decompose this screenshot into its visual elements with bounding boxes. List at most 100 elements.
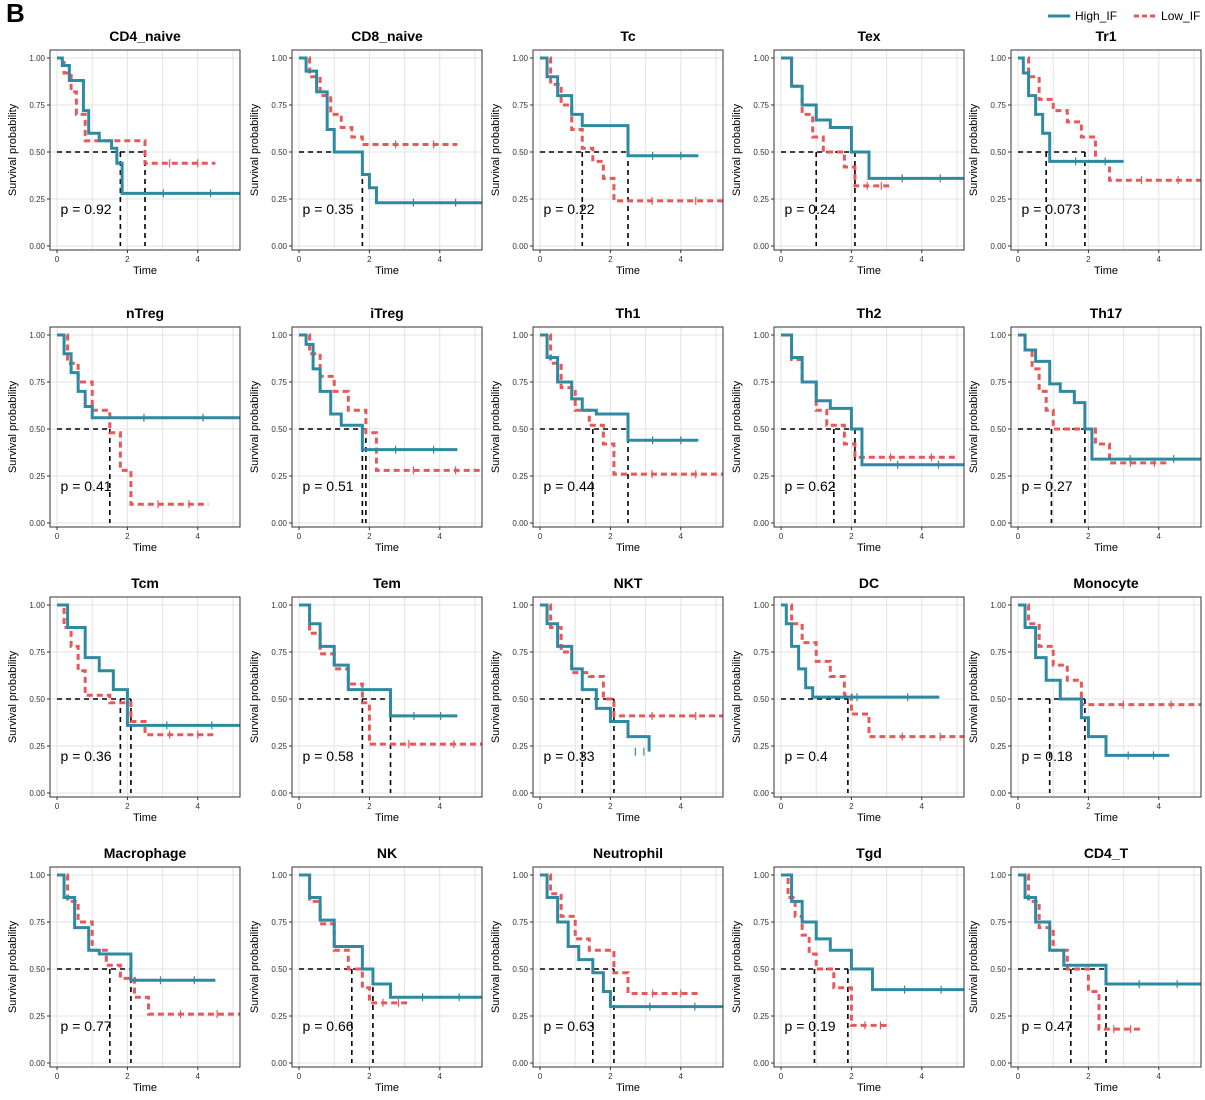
p-value-label: p = 0.63 — [544, 1018, 595, 1034]
y-tick-label: 0.25 — [271, 195, 287, 204]
survival-curve-low-if — [781, 603, 964, 739]
x-tick-label: 0 — [297, 1072, 302, 1081]
panel-border — [532, 866, 724, 1068]
x-tick-label: 2 — [849, 532, 854, 541]
panel-border — [1010, 596, 1202, 798]
panel-border — [291, 596, 483, 798]
panel-title: NK — [377, 845, 397, 861]
y-tick-label: 0.75 — [753, 101, 769, 110]
y-axis-label: Survival probability — [968, 920, 980, 1013]
y-tick-label: 0.25 — [512, 472, 528, 481]
median-lines — [57, 428, 111, 523]
x-tick-label: 0 — [297, 802, 302, 811]
y-tick-label: 0.00 — [271, 1059, 287, 1068]
survival-curve-high-if — [1018, 603, 1170, 757]
median-lines — [781, 698, 849, 793]
legend-label-high-if: High_IF — [1075, 9, 1118, 23]
panel-grid — [774, 867, 964, 1067]
x-axis-label: Time — [616, 542, 640, 554]
legend: High_IF Low_IF — [1047, 7, 1200, 25]
panel-border — [1010, 326, 1202, 528]
y-tick-label: 0.25 — [990, 195, 1006, 204]
panel-title: Tcm — [131, 575, 159, 591]
x-tick-label: 4 — [920, 802, 925, 811]
x-tick-label: 4 — [438, 1072, 443, 1081]
y-tick-label: 0.75 — [990, 378, 1006, 387]
x-tick-label: 4 — [1157, 255, 1162, 264]
y-tick-label: 0.50 — [29, 148, 45, 157]
y-tick-label: 1.00 — [271, 331, 287, 340]
p-value-label: p = 0.77 — [61, 1018, 112, 1034]
y-tick-label: 1.00 — [753, 871, 769, 880]
km-panel-tem: Tem 0.00 0.25 0.50 0.75 1.00 0 2 4 Time Survival p… — [249, 575, 483, 824]
y-tick-label: 0.50 — [512, 965, 528, 974]
median-lines — [781, 968, 849, 1063]
y-tick-label: 0.50 — [753, 148, 769, 157]
y-tick-label: 0.75 — [271, 648, 287, 657]
y-tick-label: 0.00 — [990, 789, 1006, 798]
panel-title: nTreg — [126, 305, 164, 321]
median-lines — [57, 698, 132, 793]
y-axis-label: Survival probability — [490, 920, 502, 1013]
km-panel-tgd: Tgd 0.00 0.25 0.50 0.75 1.00 0 2 4 Time Survival p… — [731, 845, 965, 1094]
panel-title: Th2 — [857, 305, 882, 321]
p-value-label: p = 0.51 — [303, 478, 354, 494]
survival-curve-low-if — [1018, 333, 1170, 465]
y-tick-label: 0.75 — [512, 101, 528, 110]
y-tick-label: 1.00 — [990, 331, 1006, 340]
p-value-label: p = 0.58 — [303, 748, 354, 764]
y-axis-label: Survival probability — [968, 380, 980, 473]
y-axis-label: Survival probability — [731, 380, 743, 473]
panel-grid — [1011, 327, 1201, 527]
survival-curve-high-if — [540, 56, 699, 158]
x-tick-label: 0 — [779, 802, 784, 811]
y-tick-label: 0.25 — [512, 742, 528, 751]
x-tick-label: 4 — [438, 532, 443, 541]
survival-curve-low-if — [57, 873, 240, 1016]
y-axis-label: Survival probability — [731, 103, 743, 196]
y-tick-label: 1.00 — [29, 331, 45, 340]
y-tick-label: 1.00 — [512, 331, 528, 340]
survival-curve-low-if — [57, 56, 216, 165]
x-axis-label: Time — [375, 1082, 399, 1094]
y-tick-label: 0.25 — [990, 472, 1006, 481]
survival-curve-low-if — [1018, 873, 1142, 1031]
x-tick-label: 2 — [849, 255, 854, 264]
panel-title: Tr1 — [1095, 28, 1116, 44]
y-tick-label: 0.75 — [753, 648, 769, 657]
y-tick-label: 0.25 — [753, 1012, 769, 1021]
x-axis-label: Time — [375, 265, 399, 277]
y-tick-label: 0.00 — [990, 242, 1006, 251]
y-tick-label: 0.50 — [29, 695, 45, 704]
y-tick-label: 0.25 — [753, 742, 769, 751]
y-tick-label: 0.50 — [753, 425, 769, 434]
x-tick-label: 2 — [608, 802, 613, 811]
survival-curve-high-if — [57, 333, 240, 420]
panel-border — [773, 596, 965, 798]
y-tick-label: 0.50 — [753, 695, 769, 704]
km-panel-th1: Th1 0.00 0.25 0.50 0.75 1.00 0 2 4 Time Survival p… — [490, 305, 724, 554]
x-tick-label: 2 — [608, 532, 613, 541]
x-axis-label: Time — [1094, 542, 1118, 554]
y-tick-label: 0.25 — [271, 742, 287, 751]
survival-curve-high-if — [57, 56, 240, 195]
y-tick-label: 0.00 — [271, 519, 287, 528]
x-axis-label: Time — [375, 542, 399, 554]
y-tick-label: 0.75 — [29, 648, 45, 657]
panel-curves — [57, 56, 240, 246]
panel-curves — [299, 603, 482, 793]
y-tick-label: 0.50 — [271, 965, 287, 974]
y-tick-label: 0.75 — [512, 648, 528, 657]
y-tick-label: 0.50 — [990, 148, 1006, 157]
y-tick-label: 1.00 — [753, 54, 769, 63]
survival-curve-low-if — [299, 56, 458, 146]
panel-title: CD4_T — [1084, 845, 1129, 861]
x-tick-label: 0 — [55, 1072, 60, 1081]
y-tick-label: 0.50 — [990, 425, 1006, 434]
p-value-label: p = 0.22 — [544, 201, 595, 217]
x-tick-label: 2 — [125, 532, 130, 541]
y-tick-label: 1.00 — [29, 871, 45, 880]
km-panel-nkt: NKT 0.00 0.25 0.50 0.75 1.00 0 2 4 Time Survival p… — [490, 575, 724, 824]
y-tick-label: 0.75 — [512, 378, 528, 387]
